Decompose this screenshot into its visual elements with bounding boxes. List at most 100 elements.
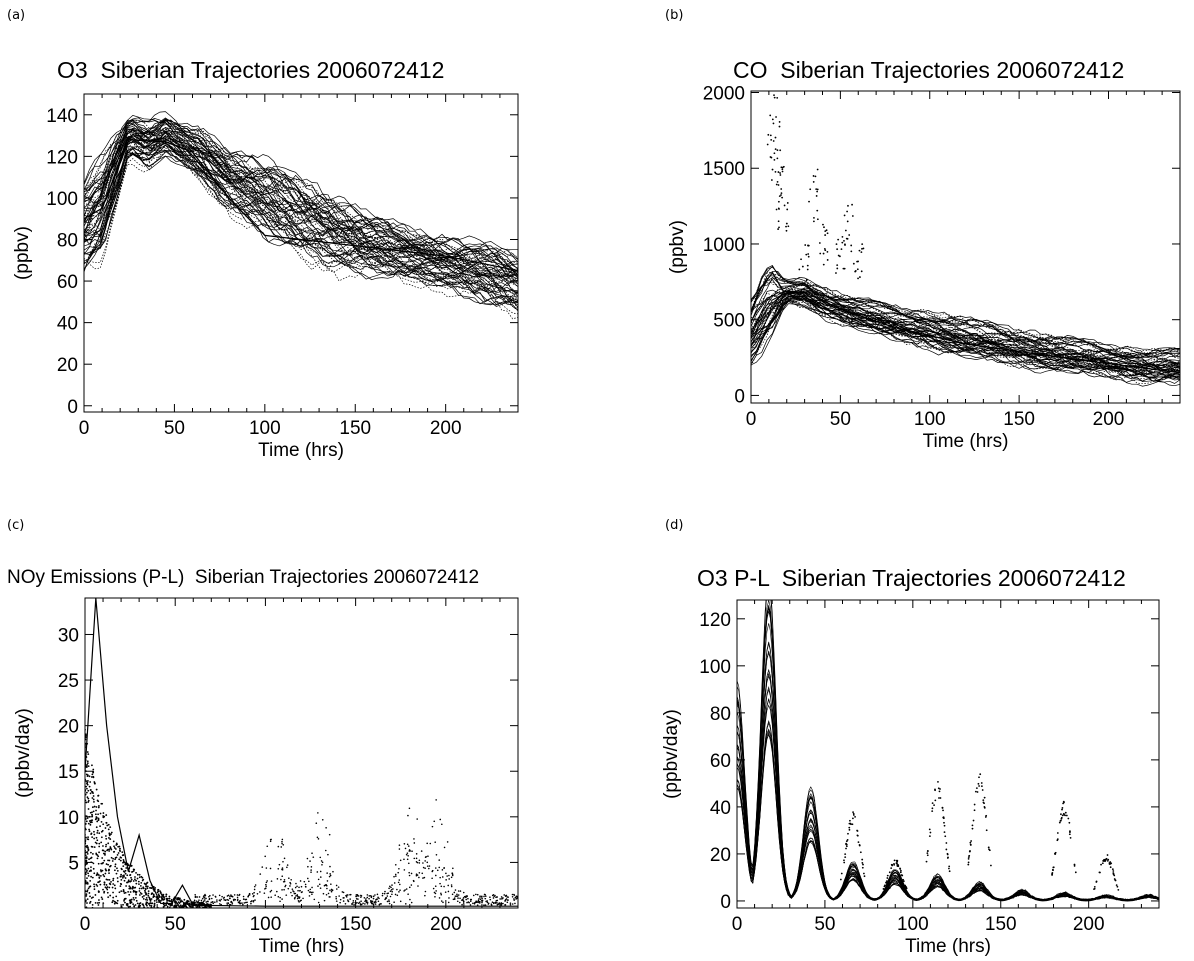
- data-point: [92, 867, 95, 870]
- data-point: [1116, 885, 1119, 888]
- data-point: [478, 898, 480, 900]
- data-point: [259, 891, 261, 893]
- data-point: [270, 896, 272, 898]
- data-point: [126, 904, 129, 907]
- data-point: [804, 244, 807, 246]
- data-point: [937, 780, 939, 783]
- data-point: [403, 858, 405, 861]
- data-point: [91, 876, 94, 879]
- data-point: [108, 859, 111, 862]
- data-point: [186, 902, 189, 904]
- data-point: [356, 901, 358, 904]
- data-point: [116, 880, 119, 883]
- data-point: [87, 808, 90, 810]
- data-point: [107, 823, 110, 826]
- data-point: [304, 885, 307, 888]
- data-point: [166, 897, 169, 900]
- data-point: [316, 871, 319, 873]
- data-point: [185, 901, 188, 903]
- data-point: [97, 818, 100, 821]
- data-point: [330, 883, 332, 885]
- data-point: [92, 768, 95, 771]
- data-point: [105, 814, 108, 816]
- data-point: [204, 893, 206, 896]
- data-point: [845, 237, 848, 240]
- data-point: [934, 799, 937, 802]
- data-point: [890, 867, 893, 870]
- data-point: [183, 898, 186, 901]
- data-point: [250, 900, 253, 902]
- data-point: [468, 901, 470, 904]
- data-point: [860, 251, 863, 253]
- data-point: [452, 867, 454, 870]
- data-point: [105, 843, 108, 846]
- data-point: [1056, 832, 1059, 834]
- data-point: [168, 906, 171, 908]
- data-point: [896, 862, 898, 865]
- data-point: [203, 900, 205, 903]
- data-point: [138, 876, 141, 879]
- data-point: [259, 873, 262, 875]
- data-point: [386, 900, 389, 903]
- data-point: [324, 849, 327, 852]
- data-point: [769, 134, 772, 137]
- data-point: [363, 896, 366, 899]
- data-point: [772, 122, 775, 125]
- data-point: [968, 854, 971, 857]
- data-point: [86, 852, 89, 855]
- data-point: [309, 860, 311, 862]
- data-point: [85, 823, 87, 825]
- data-point: [779, 149, 782, 152]
- data-point: [773, 152, 776, 155]
- data-point: [843, 214, 846, 217]
- data-point: [306, 857, 309, 860]
- data-point: [127, 879, 130, 882]
- data-point: [317, 901, 320, 904]
- data-point: [106, 891, 109, 894]
- data-point: [264, 887, 267, 890]
- data-point: [97, 891, 100, 894]
- y-tick-label: 15: [58, 762, 79, 783]
- data-point: [778, 195, 781, 198]
- data-point: [236, 899, 239, 902]
- data-point: [294, 886, 297, 889]
- y-tick-label: 0: [734, 386, 745, 407]
- x-tick-label: 0: [80, 914, 91, 935]
- data-point: [295, 882, 297, 885]
- series-line: [84, 129, 518, 302]
- data-point: [85, 871, 87, 874]
- data-point: [319, 876, 322, 878]
- data-point: [87, 848, 90, 851]
- data-point: [110, 833, 112, 835]
- data-point: [180, 899, 182, 902]
- data-point: [106, 888, 109, 891]
- data-point: [391, 893, 393, 896]
- data-point: [453, 891, 456, 894]
- data-point: [133, 878, 136, 881]
- data-point: [451, 872, 453, 874]
- data-point: [113, 845, 115, 848]
- series-line: [751, 275, 1180, 362]
- data-point: [92, 810, 95, 813]
- data-point: [484, 895, 487, 897]
- series-line: [84, 142, 518, 287]
- data-point: [253, 894, 255, 897]
- data-point: [905, 887, 908, 890]
- data-point: [451, 873, 454, 876]
- data-point: [475, 893, 477, 896]
- data-point: [96, 854, 99, 856]
- data-point: [807, 244, 810, 247]
- data-point: [110, 880, 112, 883]
- data-point: [281, 898, 283, 900]
- data-point: [1107, 858, 1110, 861]
- data-point: [115, 872, 118, 875]
- data-point: [983, 806, 986, 809]
- data-point: [899, 867, 901, 870]
- data-point: [771, 168, 774, 171]
- data-point: [427, 855, 429, 858]
- data-point: [135, 871, 137, 874]
- data-point: [322, 892, 325, 895]
- data-point: [945, 848, 948, 851]
- data-point: [143, 894, 145, 897]
- data-point: [770, 156, 773, 159]
